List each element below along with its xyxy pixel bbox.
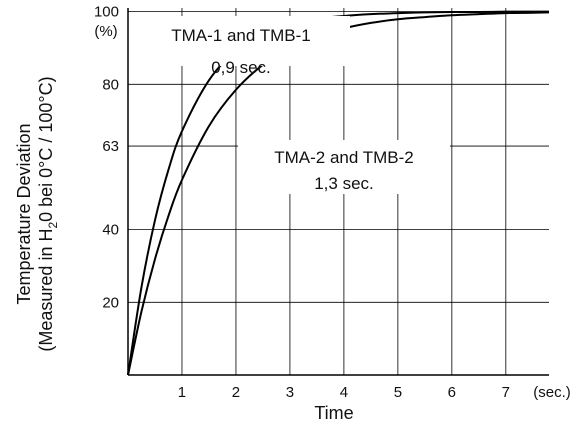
x-tick-label: 2: [232, 384, 240, 401]
x-tick-label: 6: [448, 384, 456, 401]
x-tick-label: 4: [340, 384, 348, 401]
annotation-background-1: [132, 16, 350, 66]
annotation-background-2: [238, 140, 450, 194]
y-tick-label: 63: [102, 138, 119, 155]
y-tick-label: 40: [102, 222, 119, 239]
y-axis-title-pre: (Measured in H: [36, 229, 56, 352]
y-axis-title-subscript: 2: [46, 222, 60, 229]
x-axis-title: Time: [314, 403, 353, 423]
x-tick-label: 7: [502, 384, 510, 401]
series-label-tma2-tmb2: TMA-2 and TMB-2: [274, 148, 414, 167]
y-tick-label: 100: [94, 4, 119, 21]
y-axis-title-post: 0 bei 0°C / 100°C): [36, 76, 56, 221]
y-tick-label: 20: [102, 294, 119, 311]
tick-labels: 1 2 3 4 5 6 7 20 40 63 80 100: [94, 4, 510, 401]
x-tick-label: 3: [286, 384, 294, 401]
x-tick-label: 5: [394, 384, 402, 401]
time-constant-label-1: 0,9 sec.: [211, 58, 271, 77]
x-tick-label: 1: [178, 384, 186, 401]
x-unit-label: (sec.): [533, 384, 571, 401]
y-axis-title: Temperature Deviation (Measured in H20 b…: [14, 76, 60, 351]
series-label-tma1-tmb1: TMA-1 and TMB-1: [171, 26, 311, 45]
time-constant-label-2: 1,3 sec.: [314, 174, 374, 193]
y-axis-title-line2: (Measured in H20 bei 0°C / 100°C): [36, 76, 60, 351]
y-unit-label: (%): [94, 23, 117, 40]
y-tick-label: 80: [102, 76, 119, 93]
y-axis-title-line1: Temperature Deviation: [14, 123, 34, 304]
